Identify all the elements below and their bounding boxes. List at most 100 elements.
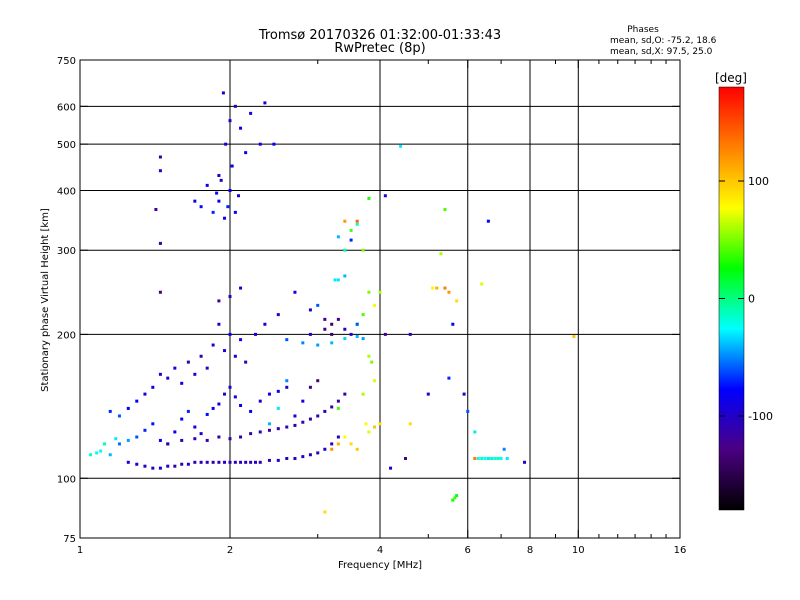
- data-point: [249, 409, 253, 413]
- data-point: [143, 392, 147, 396]
- data-point: [253, 332, 257, 336]
- data-point: [199, 460, 203, 464]
- data-point: [199, 354, 203, 358]
- data-point: [349, 442, 353, 446]
- data-point: [193, 372, 197, 376]
- data-point: [263, 322, 267, 326]
- data-point: [355, 334, 359, 338]
- data-point: [336, 399, 340, 403]
- grid-lines: [80, 60, 680, 538]
- data-point: [451, 498, 455, 502]
- data-point: [211, 210, 215, 214]
- data-point: [490, 456, 494, 460]
- data-point: [349, 332, 353, 336]
- data-point: [301, 399, 305, 403]
- data-point: [285, 338, 289, 342]
- x-tick-label: 10: [572, 545, 585, 556]
- data-point: [114, 437, 118, 441]
- data-point: [253, 460, 257, 464]
- data-point: [135, 399, 139, 403]
- data-point: [154, 208, 158, 212]
- data-point: [151, 466, 155, 470]
- data-point: [263, 101, 267, 105]
- data-point: [228, 385, 232, 389]
- data-point: [316, 379, 320, 383]
- data-point: [443, 208, 447, 212]
- data-point: [285, 379, 289, 383]
- data-point: [293, 456, 297, 460]
- data-point: [403, 456, 407, 460]
- x-tick-label: 1: [77, 545, 83, 556]
- data-point: [244, 151, 248, 155]
- data-point: [223, 460, 227, 464]
- data-point: [173, 464, 177, 468]
- data-point: [186, 409, 190, 413]
- data-point: [193, 460, 197, 464]
- data-point: [239, 460, 243, 464]
- x-tick-label: 4: [377, 545, 383, 556]
- data-point: [249, 432, 253, 436]
- data-point: [236, 194, 240, 198]
- data-point: [367, 196, 371, 200]
- data-point: [349, 238, 353, 242]
- data-point: [215, 191, 219, 195]
- data-point: [117, 442, 121, 446]
- data-point: [447, 376, 451, 380]
- data-point: [443, 286, 447, 290]
- data-point: [223, 392, 227, 396]
- data-point: [343, 274, 347, 278]
- data-point: [480, 456, 484, 460]
- data-point: [378, 422, 382, 426]
- data-point: [343, 337, 347, 341]
- y-tick-label: 600: [57, 102, 76, 113]
- data-point: [205, 438, 209, 442]
- data-point: [333, 278, 337, 282]
- data-point: [217, 402, 221, 406]
- data-point: [211, 343, 215, 347]
- data-point: [221, 91, 225, 95]
- colorbar-tick-label: -100: [748, 410, 773, 423]
- data-point: [308, 385, 312, 389]
- data-point: [323, 409, 327, 413]
- data-point: [228, 332, 232, 336]
- data-point: [336, 435, 340, 439]
- data-point: [158, 466, 162, 470]
- data-point: [330, 332, 334, 336]
- data-point: [193, 437, 197, 441]
- data-points: [89, 91, 576, 514]
- data-point: [330, 405, 334, 409]
- data-point: [224, 142, 228, 146]
- y-axis-ticks: 75 100 200 300 400 500 600 750: [57, 56, 680, 545]
- data-point: [316, 343, 320, 347]
- data-point: [228, 460, 232, 464]
- data-point: [228, 437, 232, 441]
- data-point: [435, 286, 439, 290]
- data-point: [483, 456, 487, 460]
- data-point: [249, 111, 253, 115]
- data-point: [455, 299, 459, 303]
- data-point: [166, 442, 170, 446]
- data-point: [126, 438, 130, 442]
- data-point: [239, 126, 243, 130]
- data-point: [143, 428, 147, 432]
- data-point: [205, 460, 209, 464]
- data-point: [361, 248, 365, 252]
- data-point: [373, 303, 377, 307]
- data-point: [108, 453, 112, 457]
- data-point: [367, 354, 371, 358]
- stats-line-o: mean, sd,O: -75.2, 18.6: [610, 36, 717, 46]
- data-point: [370, 360, 374, 364]
- data-point: [233, 210, 237, 214]
- data-point: [308, 417, 312, 421]
- y-tick-label: 750: [57, 56, 76, 67]
- data-point: [336, 235, 340, 239]
- data-point: [193, 199, 197, 203]
- data-point: [285, 425, 289, 429]
- data-point: [389, 466, 393, 470]
- data-point: [276, 389, 280, 393]
- data-point: [135, 462, 139, 466]
- data-point: [226, 205, 230, 209]
- data-point: [180, 462, 184, 466]
- data-point: [239, 338, 243, 342]
- data-point: [330, 341, 334, 345]
